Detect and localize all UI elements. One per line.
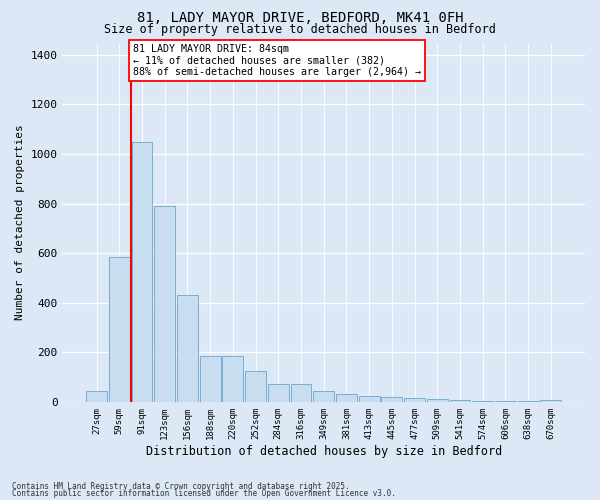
Bar bbox=[336, 394, 357, 402]
Text: Contains public sector information licensed under the Open Government Licence v3: Contains public sector information licen… bbox=[12, 490, 396, 498]
Bar bbox=[245, 371, 266, 402]
Bar bbox=[313, 390, 334, 402]
Bar bbox=[541, 400, 561, 402]
Bar bbox=[449, 400, 470, 402]
Bar bbox=[472, 400, 493, 402]
Text: 81 LADY MAYOR DRIVE: 84sqm
← 11% of detached houses are smaller (382)
88% of sem: 81 LADY MAYOR DRIVE: 84sqm ← 11% of deta… bbox=[133, 44, 421, 77]
Bar bbox=[290, 384, 311, 402]
Bar bbox=[359, 396, 380, 402]
Bar bbox=[86, 390, 107, 402]
Bar bbox=[154, 206, 175, 402]
Bar bbox=[404, 398, 425, 402]
Text: Contains HM Land Registry data © Crown copyright and database right 2025.: Contains HM Land Registry data © Crown c… bbox=[12, 482, 350, 491]
Y-axis label: Number of detached properties: Number of detached properties bbox=[15, 124, 25, 320]
Text: Size of property relative to detached houses in Bedford: Size of property relative to detached ho… bbox=[104, 22, 496, 36]
Bar bbox=[200, 356, 221, 402]
X-axis label: Distribution of detached houses by size in Bedford: Distribution of detached houses by size … bbox=[146, 444, 502, 458]
Bar bbox=[427, 400, 448, 402]
Bar bbox=[131, 142, 152, 402]
Bar bbox=[382, 397, 402, 402]
Bar bbox=[109, 257, 130, 402]
Bar bbox=[268, 384, 289, 402]
Bar bbox=[223, 356, 244, 402]
Text: 81, LADY MAYOR DRIVE, BEDFORD, MK41 0FH: 81, LADY MAYOR DRIVE, BEDFORD, MK41 0FH bbox=[137, 11, 463, 25]
Bar bbox=[177, 296, 198, 402]
